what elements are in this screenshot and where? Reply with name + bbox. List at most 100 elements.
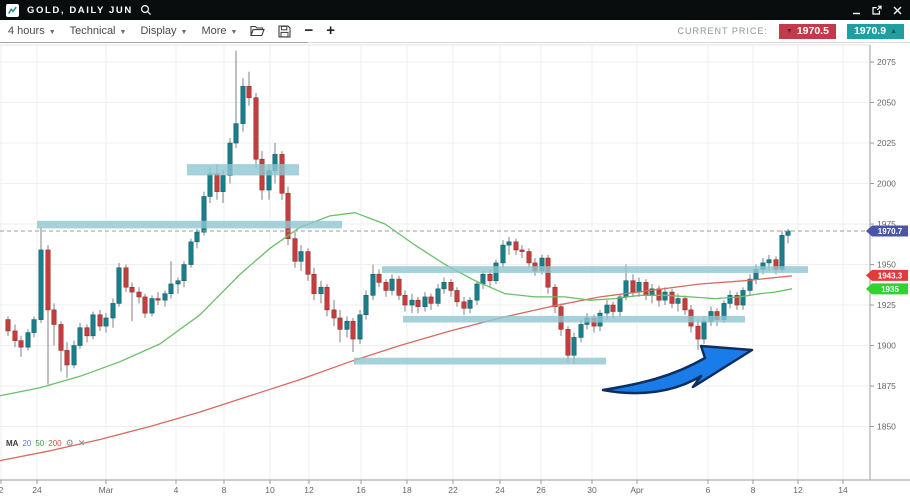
- horizontal-gridlines: [0, 61, 870, 428]
- bear-candle: [610, 304, 616, 312]
- chevron-down-icon: ▼: [180, 28, 188, 36]
- bull-candle: [168, 283, 174, 294]
- bull-candle: [701, 320, 707, 340]
- bear-candle: [461, 301, 467, 309]
- bid-value: 1970.5: [796, 25, 829, 37]
- price-badge: [866, 269, 908, 281]
- x-tick-label: 6: [706, 485, 711, 495]
- close-button[interactable]: [893, 6, 902, 15]
- bull-candle: [435, 288, 441, 304]
- bear-candle: [45, 249, 51, 311]
- y-tick-label: 1875: [877, 381, 896, 391]
- bull-candle: [188, 241, 194, 265]
- bull-candle: [441, 282, 447, 290]
- arrow-down-icon: ▼: [785, 27, 793, 35]
- price-badge-value: 1943.3: [878, 271, 903, 280]
- bull-candle: [357, 314, 363, 340]
- y-axis-labels[interactable]: 2075 2050 2025 2000 1975 1950 1925 1900 1875 1850: [870, 57, 896, 432]
- ma-legend: MA 20 50 200 ⚙ ✕: [6, 438, 85, 449]
- y-tick-label: 2050: [877, 98, 896, 108]
- bull-candle: [422, 296, 428, 307]
- bear-candle: [12, 330, 18, 341]
- price-badge-value: 1970.7: [878, 227, 903, 236]
- timeframe-label: 4 hours: [8, 25, 45, 37]
- bear-candle: [305, 251, 311, 275]
- timeframe-dropdown[interactable]: 4 hours ▼: [8, 25, 56, 37]
- technical-dropdown[interactable]: Technical ▼: [70, 25, 127, 37]
- x-tick-label: 4: [174, 485, 179, 495]
- symbol-search-icon[interactable]: [140, 4, 152, 16]
- axes[interactable]: [0, 45, 910, 481]
- bear-candle: [656, 288, 662, 301]
- open-folder-icon[interactable]: [250, 25, 266, 37]
- bull-candle: [474, 283, 480, 301]
- ma-50-label[interactable]: 50: [35, 439, 45, 448]
- bull-candle: [181, 264, 187, 282]
- bear-candle: [526, 251, 532, 264]
- more-dropdown[interactable]: More ▼: [201, 25, 237, 37]
- display-dropdown[interactable]: Display ▼: [140, 25, 187, 37]
- minimize-button[interactable]: [852, 6, 861, 15]
- y-tick-label: 2075: [877, 57, 896, 67]
- bear-candle: [350, 320, 356, 340]
- bear-candle: [331, 309, 337, 319]
- vertical-gridlines: [0, 45, 844, 480]
- title-bar: GOLD, DAILY JUN: [0, 0, 910, 20]
- x-tick-label: 26: [536, 485, 546, 495]
- bull-candle: [149, 298, 155, 314]
- bear-candle: [58, 324, 64, 351]
- bear-candle: [142, 296, 148, 314]
- toolbar: 4 hours ▼ Technical ▼ Display ▼ More ▼ −…: [0, 20, 910, 42]
- bull-candle: [71, 345, 77, 366]
- bull-candle: [779, 235, 785, 270]
- y-tick-label: 1850: [877, 422, 896, 432]
- ma-20-label[interactable]: 20: [22, 439, 32, 448]
- chart-area[interactable]: 2075 2050 2025 2000 1975 1950 1925 1900 1875 1850…: [0, 43, 910, 496]
- bull-candle: [467, 299, 473, 309]
- zone-rect: [354, 357, 606, 365]
- ma-settings-gear-icon[interactable]: ⚙: [65, 438, 74, 448]
- x-tick-label: Apr: [630, 485, 643, 495]
- ma-200-label[interactable]: 200: [48, 439, 62, 448]
- bear-candle: [396, 278, 402, 296]
- bull-candle: [727, 295, 733, 304]
- bear-candle: [428, 296, 434, 304]
- x-tick-label: 8: [222, 485, 227, 495]
- y-tick-label: 1950: [877, 260, 896, 270]
- x-tick-label: 12: [304, 485, 314, 495]
- bear-candle: [97, 314, 103, 327]
- bear-candle: [513, 241, 519, 251]
- bear-candle: [337, 317, 343, 330]
- bear-candle: [214, 173, 220, 192]
- x-tick-label: 16: [356, 485, 366, 495]
- restore-button[interactable]: [872, 5, 882, 15]
- bear-candle: [454, 290, 460, 303]
- bear-candle: [402, 295, 408, 306]
- x-tick-label: 14: [838, 485, 848, 495]
- bull-candle: [110, 303, 116, 319]
- bull-candle: [38, 249, 44, 320]
- x-tick-label: 10: [265, 485, 275, 495]
- bear-candle: [51, 309, 57, 325]
- bear-candle: [18, 340, 24, 348]
- bear-candle: [155, 298, 161, 301]
- ma-remove-icon[interactable]: ✕: [77, 438, 86, 448]
- x-axis-labels[interactable]: 2 24 Mar 4 8 10 12 16 18 22 24 26 30 Apr 6 8 12 14: [0, 480, 848, 495]
- zoom-out-button[interactable]: −: [304, 22, 314, 39]
- bull-candle: [103, 317, 109, 327]
- bull-candle: [617, 296, 623, 312]
- ask-value: 1970.9: [853, 25, 887, 37]
- current-price-label: CURRENT PRICE:: [677, 26, 768, 36]
- annotation-arrow: [601, 344, 754, 395]
- zoom-in-button[interactable]: +: [326, 22, 335, 39]
- candlestick-chart[interactable]: 2075205020252000197519501925190018751850…: [0, 43, 910, 496]
- x-tick-label: 30: [587, 485, 597, 495]
- bull-candle: [389, 278, 395, 291]
- support-resistance-zones: [37, 164, 808, 365]
- display-label: Display: [140, 25, 177, 37]
- bear-candle: [246, 86, 252, 98]
- bull-candle: [201, 196, 207, 233]
- bull-candle: [675, 298, 681, 304]
- bear-candle: [519, 249, 525, 252]
- save-icon[interactable]: [278, 24, 292, 38]
